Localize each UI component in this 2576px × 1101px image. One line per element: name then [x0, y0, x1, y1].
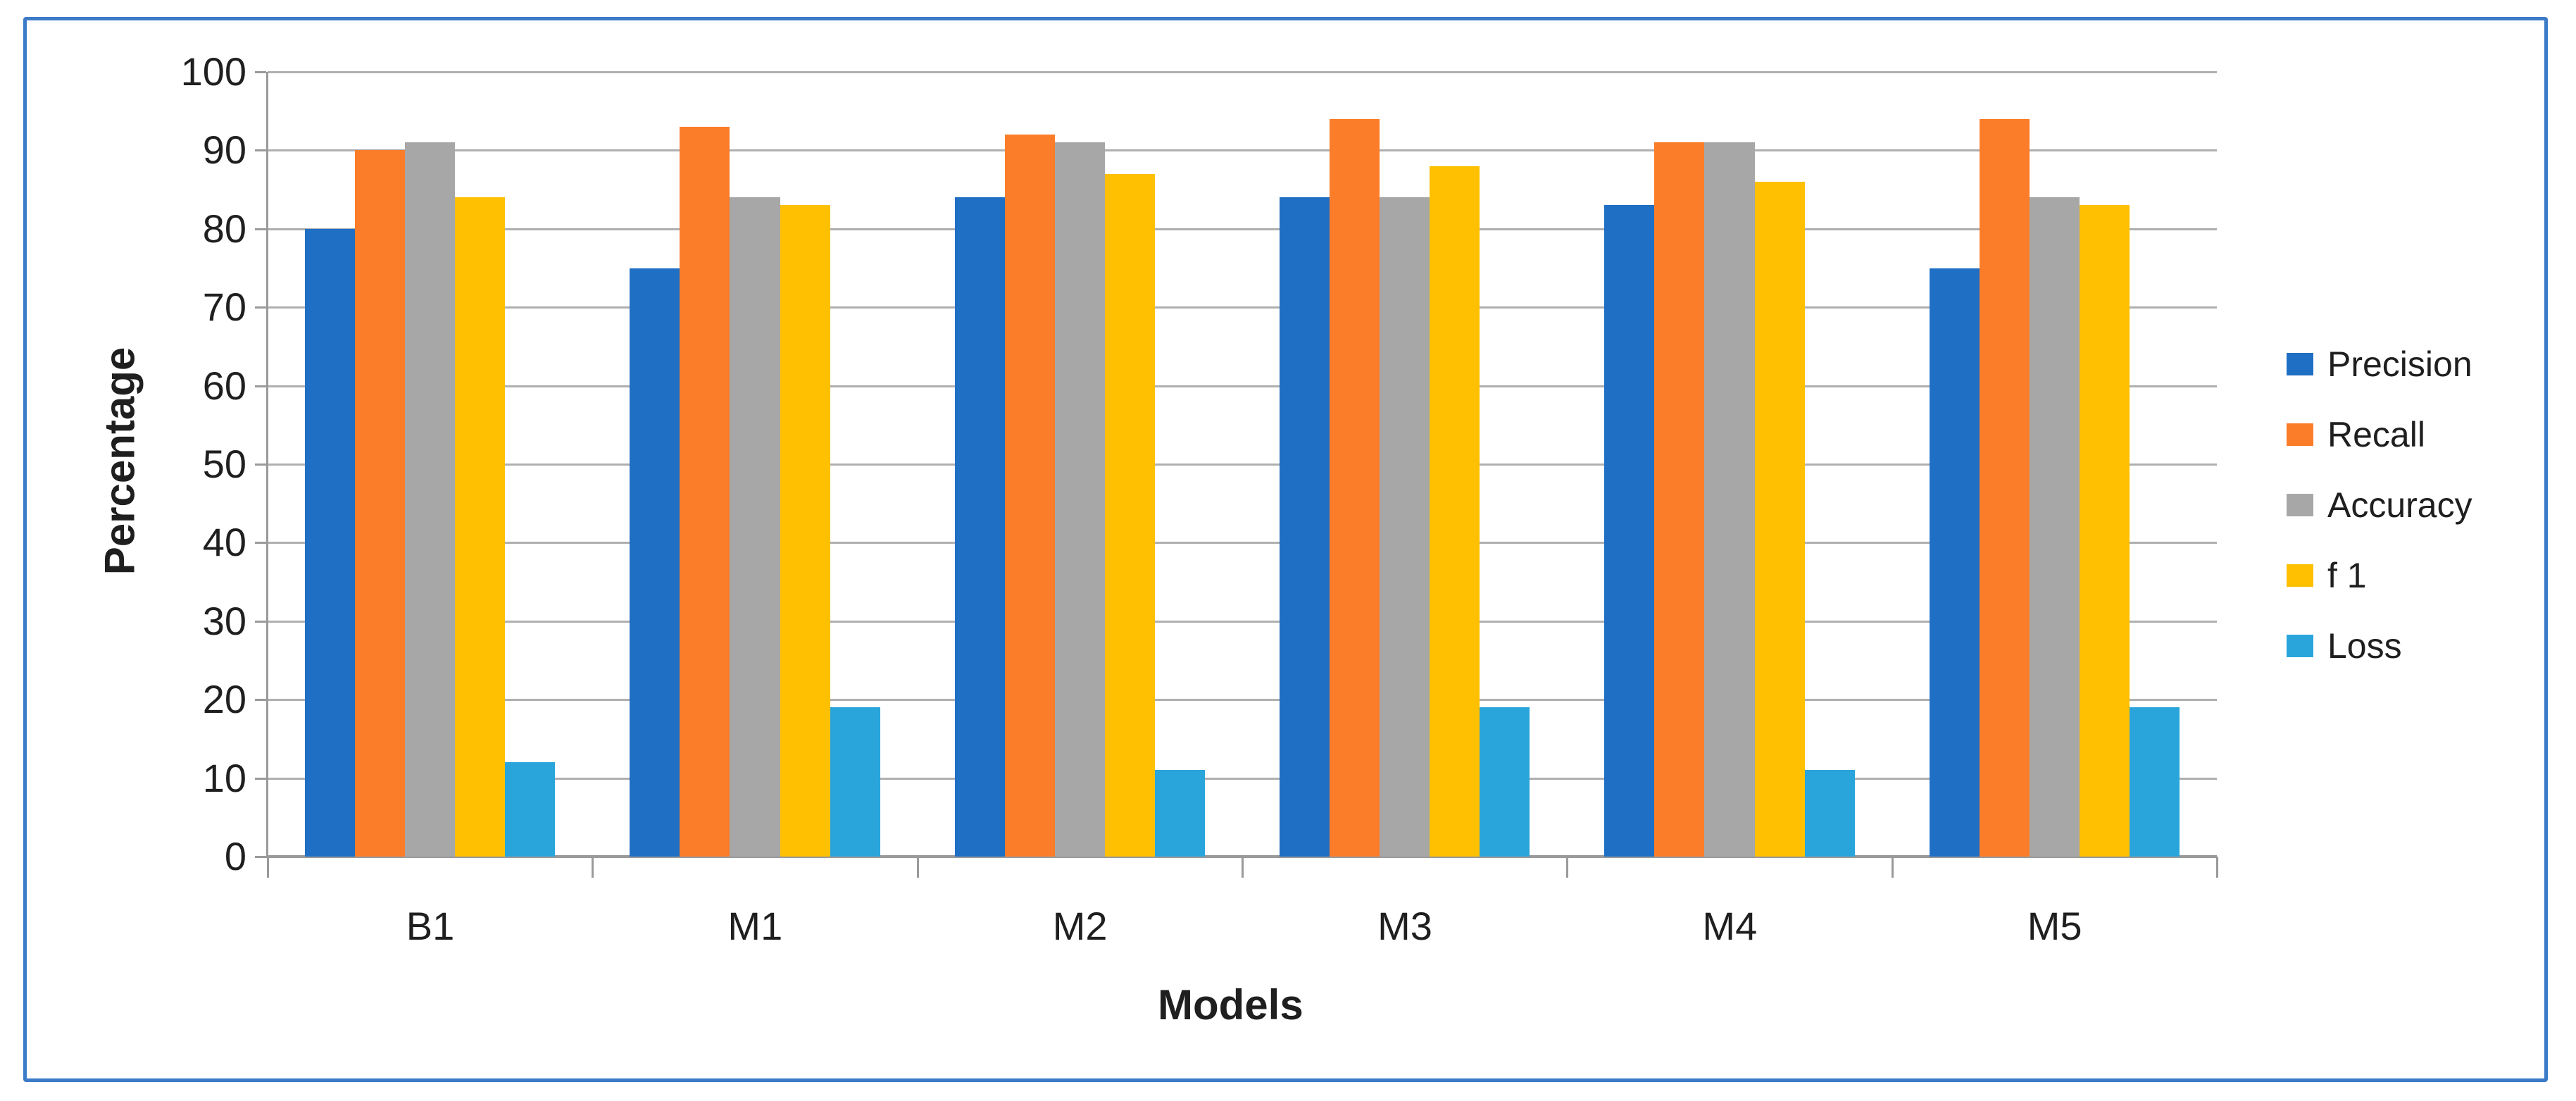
bar-loss-b1 [505, 762, 556, 857]
y-tick-label-30: 30 [202, 598, 246, 643]
legend-item-f1: f 1 [2287, 556, 2367, 595]
bar-f1-m2 [1104, 173, 1155, 857]
legend-swatch-precision [2287, 353, 2313, 375]
x-category-label-m4: M4 [1702, 904, 1758, 948]
bar-accuracy-m3 [1380, 197, 1430, 857]
y-tick-label-90: 90 [202, 127, 246, 173]
y-tick-label-0: 0 [224, 834, 246, 878]
y-tick-mark-20 [255, 699, 266, 702]
legend-label-f1: f 1 [2327, 556, 2367, 595]
x-category-label-m2: M2 [1052, 904, 1108, 948]
bar-recall-b1 [355, 150, 406, 857]
x-category-label-b1: B1 [406, 904, 455, 948]
x-tick-mark-5 [1891, 857, 1894, 878]
bar-accuracy-b1 [405, 142, 456, 857]
gridline-20 [268, 699, 2217, 702]
bar-recall-m1 [680, 126, 730, 857]
bar-precision-m4 [1604, 205, 1655, 857]
bar-recall-m2 [1004, 135, 1055, 857]
bar-accuracy-m4 [1704, 142, 1755, 857]
legend-label-precision: Precision [2327, 344, 2472, 384]
y-tick-label-100: 100 [180, 49, 246, 94]
bar-accuracy-m5 [2029, 197, 2080, 857]
y-tick-label-50: 50 [202, 442, 246, 486]
legend-swatch-accuracy [2287, 494, 2313, 516]
y-tick-mark-100 [255, 71, 266, 73]
x-tick-mark-6 [2216, 857, 2218, 878]
y-tick-label-60: 60 [202, 363, 246, 408]
legend-label-accuracy: Accuracy [2327, 485, 2472, 525]
bar-loss-m1 [830, 707, 880, 857]
legend-item-precision: Precision [2287, 344, 2472, 384]
bar-accuracy-m2 [1054, 142, 1105, 857]
y-tick-mark-10 [255, 777, 266, 780]
legend-item-accuracy: Accuracy [2287, 485, 2472, 525]
y-axis-line [266, 72, 268, 857]
legend-item-recall: Recall [2287, 415, 2425, 454]
bar-loss-m5 [2129, 707, 2180, 857]
gridline-10 [268, 777, 2217, 780]
legend-swatch-recall [2287, 423, 2313, 446]
x-category-label-m5: M5 [2027, 904, 2082, 948]
gridline-40 [268, 542, 2217, 545]
bar-loss-m2 [1154, 770, 1205, 857]
gridline-30 [268, 620, 2217, 623]
x-tick-mark-1 [592, 857, 594, 878]
bar-precision-m2 [954, 197, 1005, 857]
y-tick-mark-60 [255, 385, 266, 387]
bar-f1-m4 [1754, 181, 1805, 857]
bar-accuracy-m1 [730, 197, 780, 857]
bar-recall-m5 [1979, 118, 2030, 857]
y-tick-label-20: 20 [202, 677, 246, 722]
bar-recall-m3 [1330, 118, 1380, 857]
gridline-80 [268, 228, 2217, 230]
bar-loss-m3 [1480, 707, 1530, 857]
bar-precision-m5 [1929, 268, 1980, 857]
legend-label-loss: Loss [2327, 626, 2402, 666]
gridline-50 [268, 464, 2217, 466]
x-tick-mark-2 [916, 857, 919, 878]
y-tick-mark-40 [255, 542, 266, 545]
legend-item-loss: Loss [2287, 626, 2402, 666]
y-tick-label-70: 70 [202, 285, 246, 330]
bar-precision-b1 [305, 228, 356, 857]
y-tick-mark-0 [255, 856, 266, 858]
x-axis-title: Models [1158, 981, 1303, 1028]
x-category-label-m1: M1 [727, 904, 783, 948]
y-tick-mark-30 [255, 620, 266, 623]
gridline-60 [268, 385, 2217, 387]
y-tick-mark-50 [255, 464, 266, 466]
gridline-90 [268, 149, 2217, 152]
x-tick-mark-4 [1566, 857, 1569, 878]
bar-f1-m3 [1430, 166, 1480, 857]
y-tick-label-80: 80 [202, 206, 246, 251]
bar-f1-m5 [2079, 205, 2130, 857]
x-tick-mark-0 [267, 857, 269, 878]
gridline-70 [268, 306, 2217, 309]
legend-swatch-f1 [2287, 564, 2313, 587]
y-tick-mark-70 [255, 306, 266, 309]
bar-f1-b1 [455, 197, 506, 857]
bar-f1-m1 [780, 205, 830, 857]
x-category-label-m3: M3 [1377, 904, 1432, 948]
legend-swatch-loss [2287, 635, 2313, 657]
x-tick-mark-3 [1242, 857, 1244, 878]
y-tick-mark-80 [255, 228, 266, 230]
bar-recall-m4 [1654, 142, 1705, 857]
y-tick-mark-90 [255, 149, 266, 152]
y-tick-label-40: 40 [202, 520, 246, 565]
bar-precision-m3 [1280, 197, 1330, 857]
bar-precision-m1 [630, 268, 680, 857]
bar-loss-m4 [1804, 770, 1855, 857]
legend-label-recall: Recall [2327, 415, 2425, 454]
y-tick-label-10: 10 [202, 755, 246, 800]
gridline-100 [268, 71, 2217, 73]
